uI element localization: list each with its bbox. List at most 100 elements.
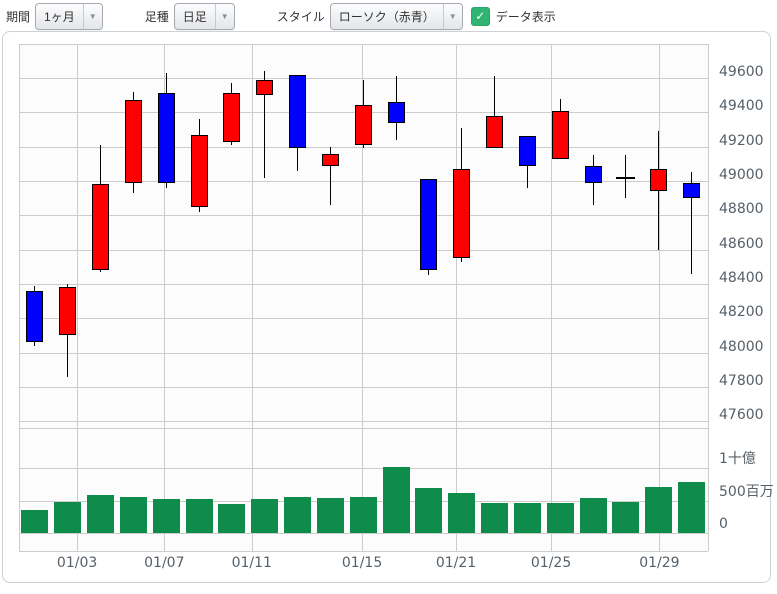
candle-1 [26,290,44,343]
price-axis-label: 47800 [719,373,764,389]
x-axis-label: 01/15 [341,555,383,571]
chevron-down-icon[interactable]: ▼ [220,11,229,21]
chevron-down-icon[interactable]: ▼ [448,11,457,21]
price-grid-line [18,318,708,320]
candle-17 [551,110,569,159]
price-grid-line [18,78,708,80]
volume-grid-line [18,533,708,535]
period-select[interactable]: 1ヶ月 ▼ [35,2,103,30]
candle-18 [584,165,602,183]
divider [82,3,84,29]
chart-toolbar: 期間 1ヶ月 ▼ 足種 日足 ▼ スタイル ローソク（赤青） ▼ ✓ データ表示 [0,0,777,32]
volume-bar-10 [316,498,344,534]
volume-bar-11 [349,497,377,534]
candle-wick-10 [329,146,331,206]
volume-bar-7 [218,503,246,534]
candle-10 [321,153,339,166]
candle-wick-8 [264,71,266,178]
period-value: 1ヶ月 [44,9,75,24]
style-value: ローソク（赤青） [338,9,435,24]
price-grid-line [18,43,708,45]
date-grid-line [77,43,79,551]
date-grid-line [551,43,553,551]
plot-border-left [18,43,20,551]
candle-13 [420,179,438,271]
price-axis-label: 48200 [719,304,764,321]
volume-grid-line [18,468,708,469]
price-grid-line [18,249,708,251]
volume-bar-20 [645,486,673,534]
candle-5 [157,93,175,183]
price-grid-line [18,215,708,217]
x-axis-label: 01/21 [435,555,477,571]
candle-20 [650,169,668,192]
price-axis-label: 47600 [719,407,764,424]
price-axis-label: 49200 [719,132,764,149]
candle-7 [223,93,241,142]
bar-type-value: 日足 [182,9,207,24]
period-label: 期間 [6,9,31,24]
style-label: スタイル [276,9,325,24]
style-select[interactable]: ローソク（赤青） ▼ [329,2,463,30]
volume-bar-19 [612,501,640,534]
candle-14 [453,169,471,259]
volume-bar-2 [54,501,82,534]
price-grid-line [18,352,708,354]
plot-border-right [708,43,709,551]
volume-bar-18 [579,498,607,534]
volume-bar-17 [546,503,574,534]
price-grid-line [18,387,708,388]
volume-bar-8 [251,498,279,534]
bar-type-label: 足種 [144,9,169,24]
candle-9 [289,74,307,149]
price-axis-label: 48000 [719,338,764,355]
candle-19 [616,176,636,179]
divider [442,3,444,29]
candle-3 [92,184,110,271]
volume-bar-13 [415,488,443,534]
chart-plot-area[interactable] [19,44,709,551]
volume-bar-1 [21,510,49,534]
volume-bar-14 [448,492,476,534]
date-grid-line [251,43,253,551]
price-axis-label: 49000 [719,167,764,184]
volume-bar-12 [382,467,410,534]
pane-separator-line [18,428,708,430]
candle-4 [124,100,142,183]
price-axis-label: 48800 [719,201,764,218]
candle-6 [190,134,208,207]
data-display-checkbox-label[interactable]: データ表示 [495,9,556,24]
bar-type-select[interactable]: 日足 ▼ [173,2,235,30]
volume-axis-label: 500百万 [719,483,774,500]
data-display-checkbox[interactable]: ✓ [470,6,490,26]
x-axis-label: 01/03 [56,555,98,571]
x-axis-line [18,550,708,552]
price-axis-label: 48400 [719,270,764,286]
price-axis-label: 49400 [719,98,764,115]
volume-bar-4 [119,497,147,534]
divider [214,3,216,29]
volume-bar-3 [87,494,115,534]
volume-bar-6 [185,498,213,534]
volume-axis-label: 0 [719,516,728,533]
date-grid-line [456,43,458,551]
volume-bar-21 [678,482,706,534]
check-icon: ✓ [475,9,486,23]
candle-11 [354,105,372,145]
price-grid-line [18,181,708,183]
candle-12 [387,102,405,123]
date-grid-line [164,43,166,551]
candle-8 [256,79,274,96]
chevron-down-icon[interactable]: ▼ [88,11,97,21]
date-grid-line [659,43,661,551]
volume-bar-16 [513,503,541,534]
candle-wick-21 [691,172,693,274]
volume-bar-15 [481,503,509,534]
price-axis-label: 48600 [719,235,764,252]
candle-16 [518,136,536,166]
x-axis-label: 01/07 [144,555,185,571]
volume-bar-9 [284,497,312,534]
volume-bar-5 [152,499,180,534]
